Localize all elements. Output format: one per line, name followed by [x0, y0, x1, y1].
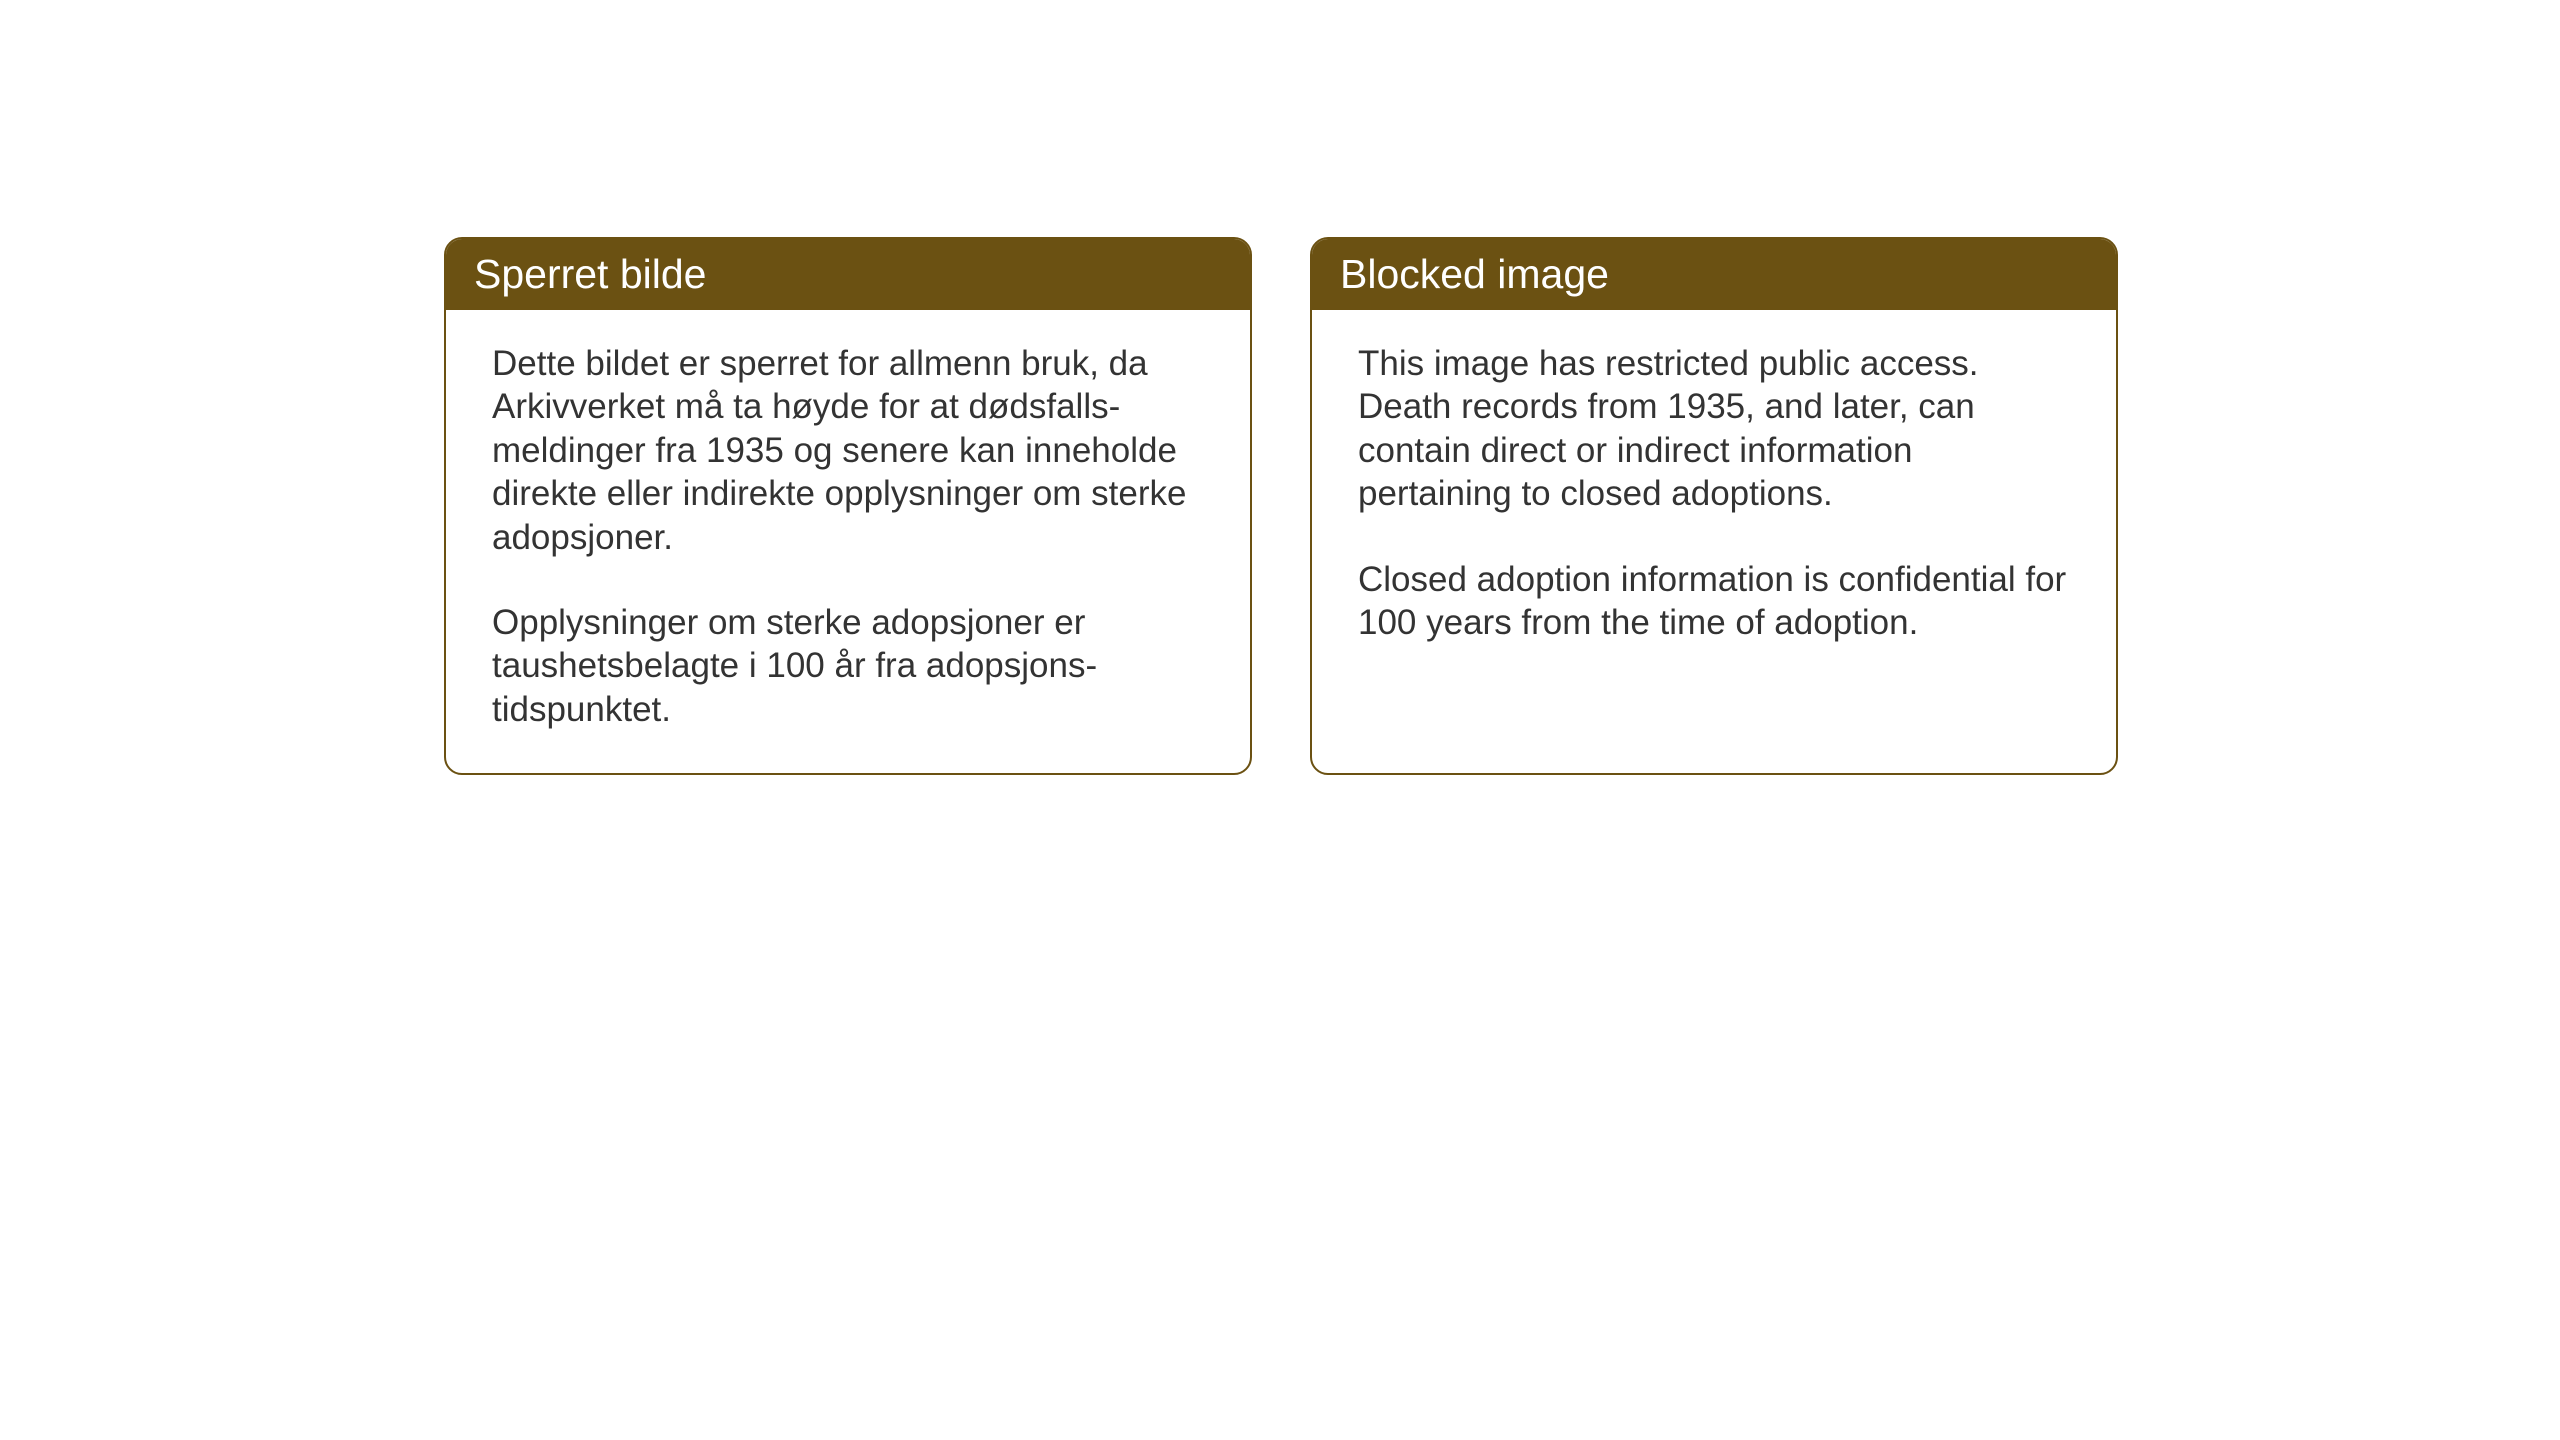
english-card-body: This image has restricted public access.… — [1312, 310, 2116, 686]
english-notice-card: Blocked image This image has restricted … — [1310, 237, 2118, 775]
norwegian-card-body: Dette bildet er sperret for allmenn bruk… — [446, 310, 1250, 773]
english-paragraph-2: Closed adoption information is confident… — [1358, 558, 2070, 645]
english-paragraph-1: This image has restricted public access.… — [1358, 342, 2070, 516]
norwegian-paragraph-2: Opplysninger om sterke adopsjoner er tau… — [492, 601, 1204, 731]
english-card-title: Blocked image — [1312, 239, 2116, 310]
norwegian-notice-card: Sperret bilde Dette bildet er sperret fo… — [444, 237, 1252, 775]
norwegian-paragraph-1: Dette bildet er sperret for allmenn bruk… — [492, 342, 1204, 559]
norwegian-card-title: Sperret bilde — [446, 239, 1250, 310]
notice-container: Sperret bilde Dette bildet er sperret fo… — [444, 237, 2118, 775]
